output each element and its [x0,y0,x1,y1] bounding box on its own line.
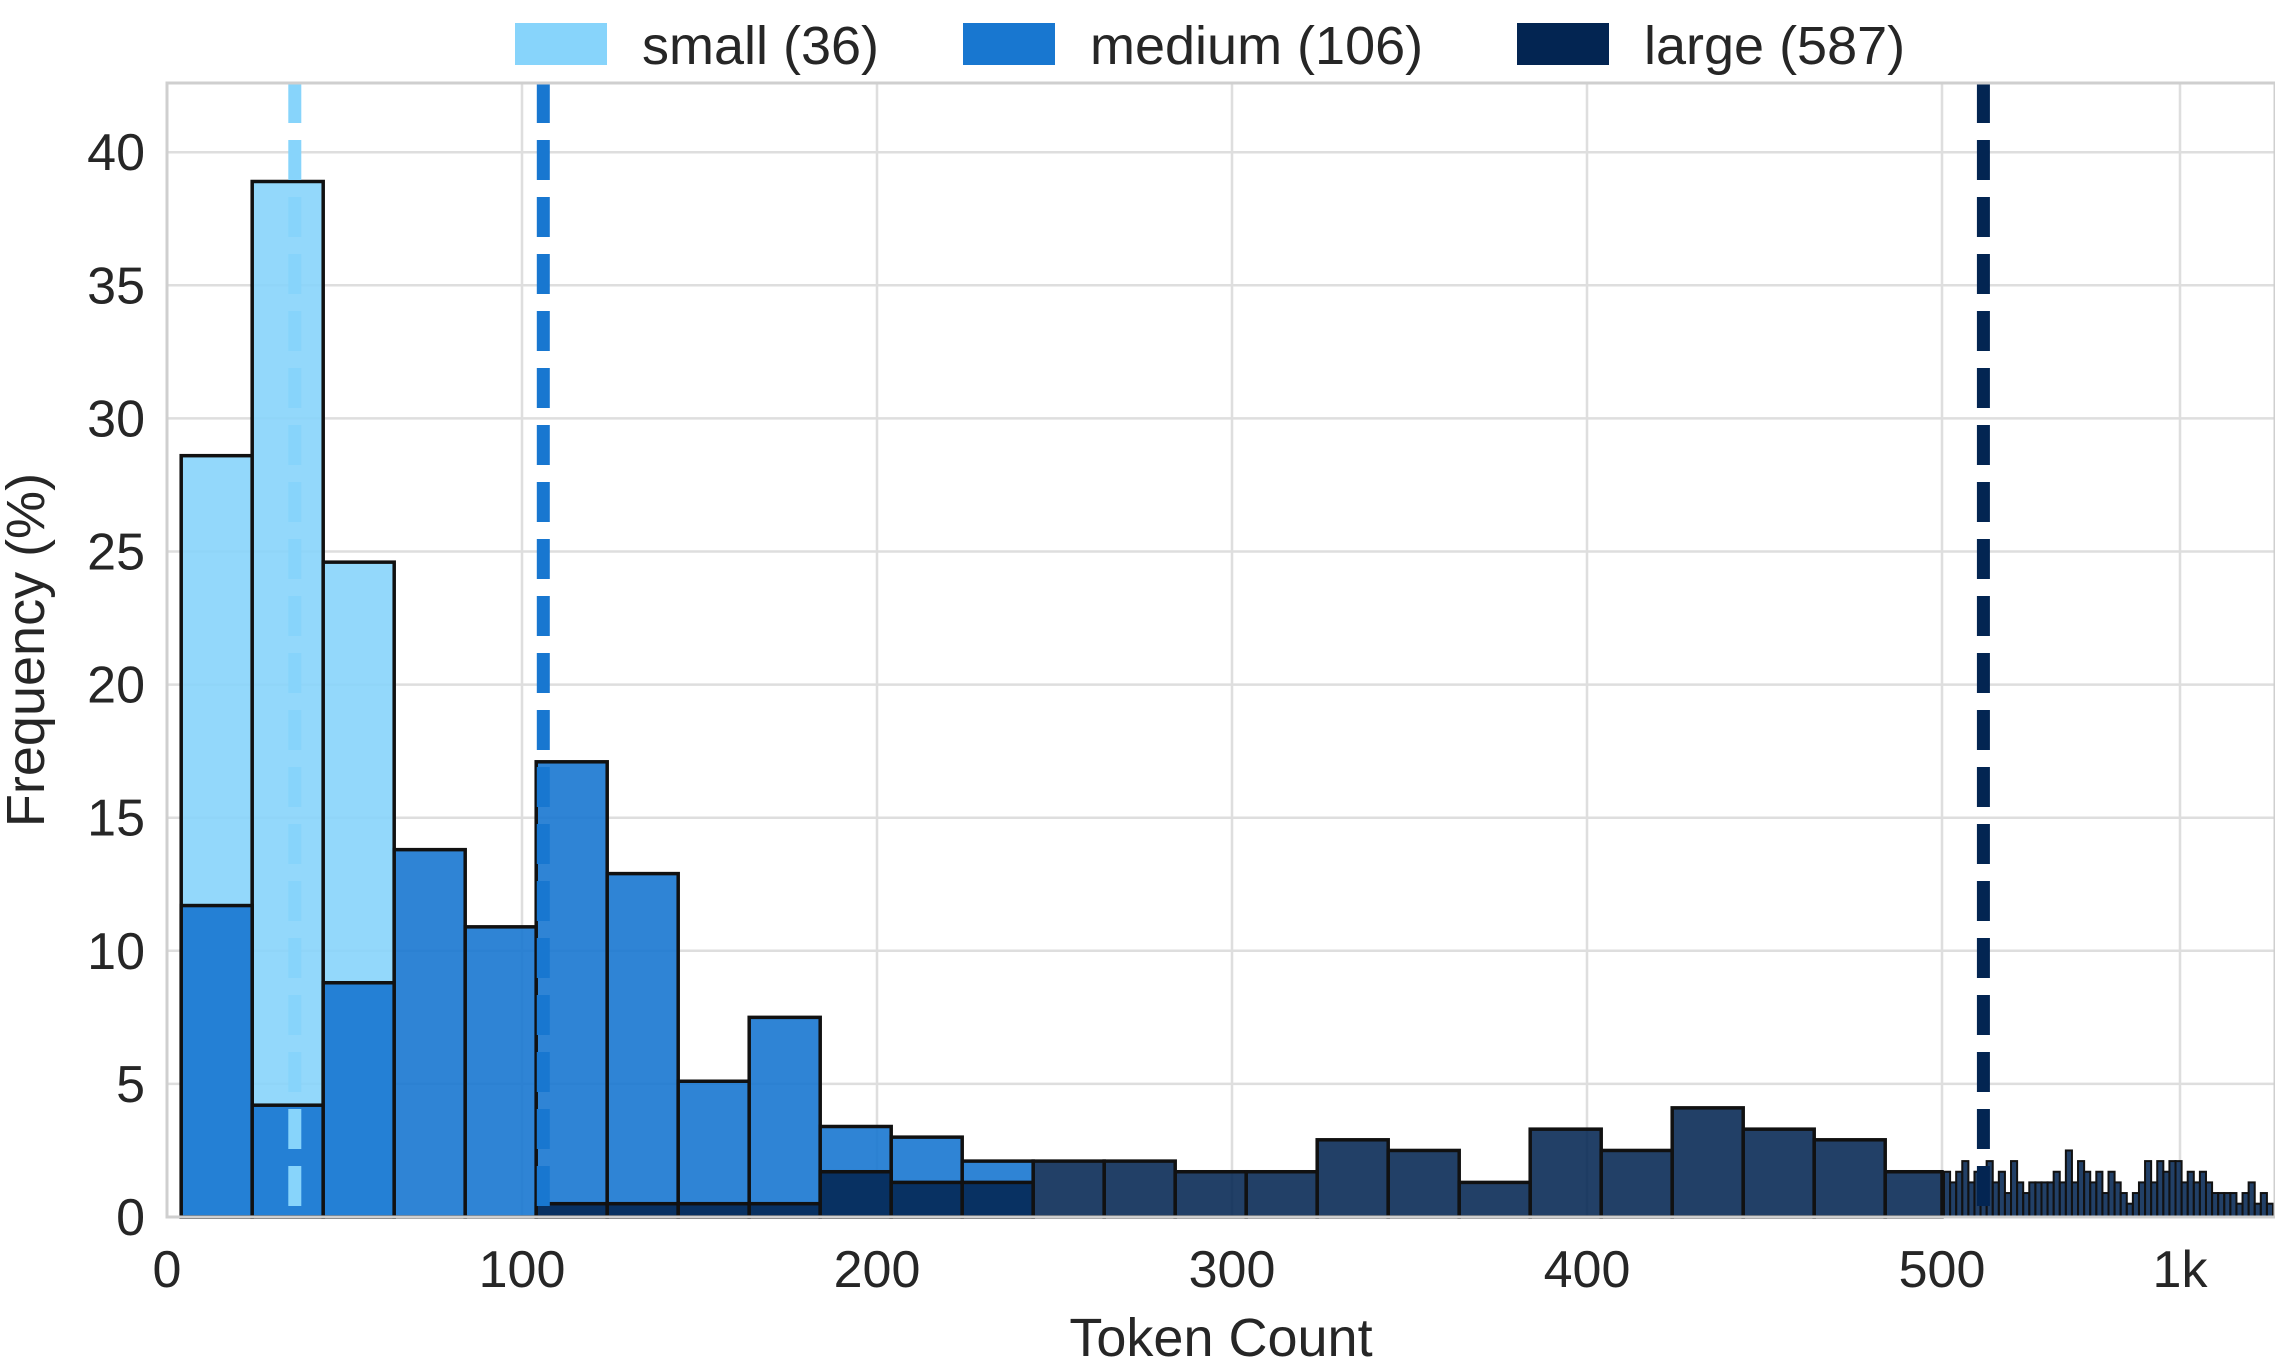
bar-medium [392,847,467,1219]
bar-large [889,1180,964,1219]
median-lines [288,83,1990,1217]
bar-large [1244,1169,1319,1219]
y-tick-label: 30 [87,390,145,448]
grid-lines [165,83,2275,1219]
bar-large [1528,1127,1603,1219]
bar-large [1741,1127,1816,1219]
bar-medium [463,925,538,1219]
x-tick-label: 200 [834,1241,921,1299]
x-axis-label: Token Count [1069,1308,1372,1368]
plot-frame [165,81,2275,1219]
legend-label-large: large (587) [1644,16,1905,76]
bar-medium [179,903,254,1219]
bar-large [1386,1148,1461,1219]
bar-large [818,1169,893,1219]
bar-large-tail [2265,1202,2275,1219]
x-tick-label: 300 [1189,1241,1276,1299]
y-tick-label: 35 [87,257,145,315]
legend-swatch-medium [963,23,1055,65]
bar-large [1315,1138,1390,1219]
bar-large [1670,1106,1745,1219]
bar-medium [250,1103,325,1219]
bar-medium [605,871,680,1219]
bar-small [250,179,325,1219]
bar-medium [676,1079,751,1219]
x-tick-label: 1k [2153,1241,2209,1299]
y-tick-label: 5 [116,1056,145,1114]
y-tick-label: 40 [87,124,145,182]
x-tick-label: 0 [153,1241,182,1299]
bar-large [1883,1169,1944,1219]
bar-large [1599,1148,1674,1219]
y-axis-label: Frequency (%) [0,473,56,827]
bar-large [1173,1169,1248,1219]
x-tick-label: 100 [479,1241,566,1299]
bar-large [1031,1159,1106,1219]
bar-medium [321,980,396,1219]
bar-large [605,1201,680,1219]
bar-large [1102,1159,1177,1219]
bar-large [960,1180,1035,1219]
y-tick-label: 15 [87,790,145,848]
legend-label-medium: medium (106) [1090,16,1423,76]
y-tick-label: 10 [87,923,145,981]
bar-large [676,1201,751,1219]
y-axis-ticks: 0 5 10 15 20 25 30 35 40 [87,124,145,1247]
bar-large [1812,1138,1887,1219]
legend-swatch-large [1517,23,1609,65]
x-tick-label: 400 [1544,1241,1631,1299]
x-axis-ticks: 0 100 200 300 400 500 1k [153,1241,2209,1299]
legend: small (36) medium (106) large (587) [515,16,1905,76]
bar-large [747,1201,822,1219]
legend-label-small: small (36) [642,16,879,76]
series-medium-bars [179,760,1035,1219]
bar-medium [747,1015,822,1219]
y-tick-label: 25 [87,524,145,582]
x-tick-label: 500 [1899,1241,1986,1299]
bar-large [1457,1180,1532,1219]
y-tick-label: 20 [87,657,145,715]
y-tick-label: 0 [116,1189,145,1247]
legend-swatch-small [515,23,607,65]
